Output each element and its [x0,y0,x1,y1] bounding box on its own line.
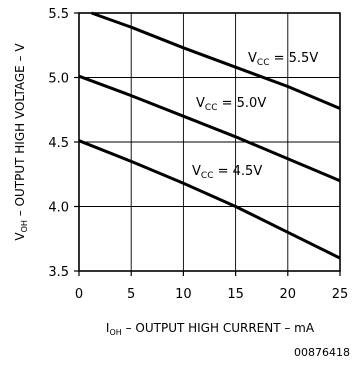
y-tick-label: 4.5 [48,136,69,151]
series-line-2 [78,139,341,260]
figure-id: 00876418 [294,346,350,359]
series-line-1 [78,74,341,183]
y-tick-label: 3.5 [48,265,69,280]
y-tick-label: 4.0 [48,201,69,216]
series-lines [78,11,341,260]
series-label-vcc-5.5: VCC = 5.5V [248,51,318,68]
x-tick-label: 5 [127,287,135,302]
tick-labels: 0 5 10 15 20 25 3.5 4.0 4.5 5.0 5.5 [48,7,348,302]
x-tick-label: 20 [280,287,297,302]
x-tick-label: 25 [332,287,349,302]
series-label-vcc-5.0: VCC = 5.0V [196,96,266,113]
y-tick-label: 5.5 [48,7,69,22]
x-axis-label: IOH – OUTPUT HIGH CURRENT – mA [106,321,315,337]
series-line-0 [90,11,341,110]
y-tick-label: 5.0 [48,72,69,87]
x-tick-label: 15 [227,287,244,302]
y-axis-label: VOH – OUTPUT HIGH VOLTAGE – V [13,43,29,241]
x-tick-label: 0 [75,287,83,302]
grid [79,13,340,271]
series-label-vcc-4.5: VCC = 4.5V [192,164,262,181]
x-tick-label: 10 [175,287,192,302]
